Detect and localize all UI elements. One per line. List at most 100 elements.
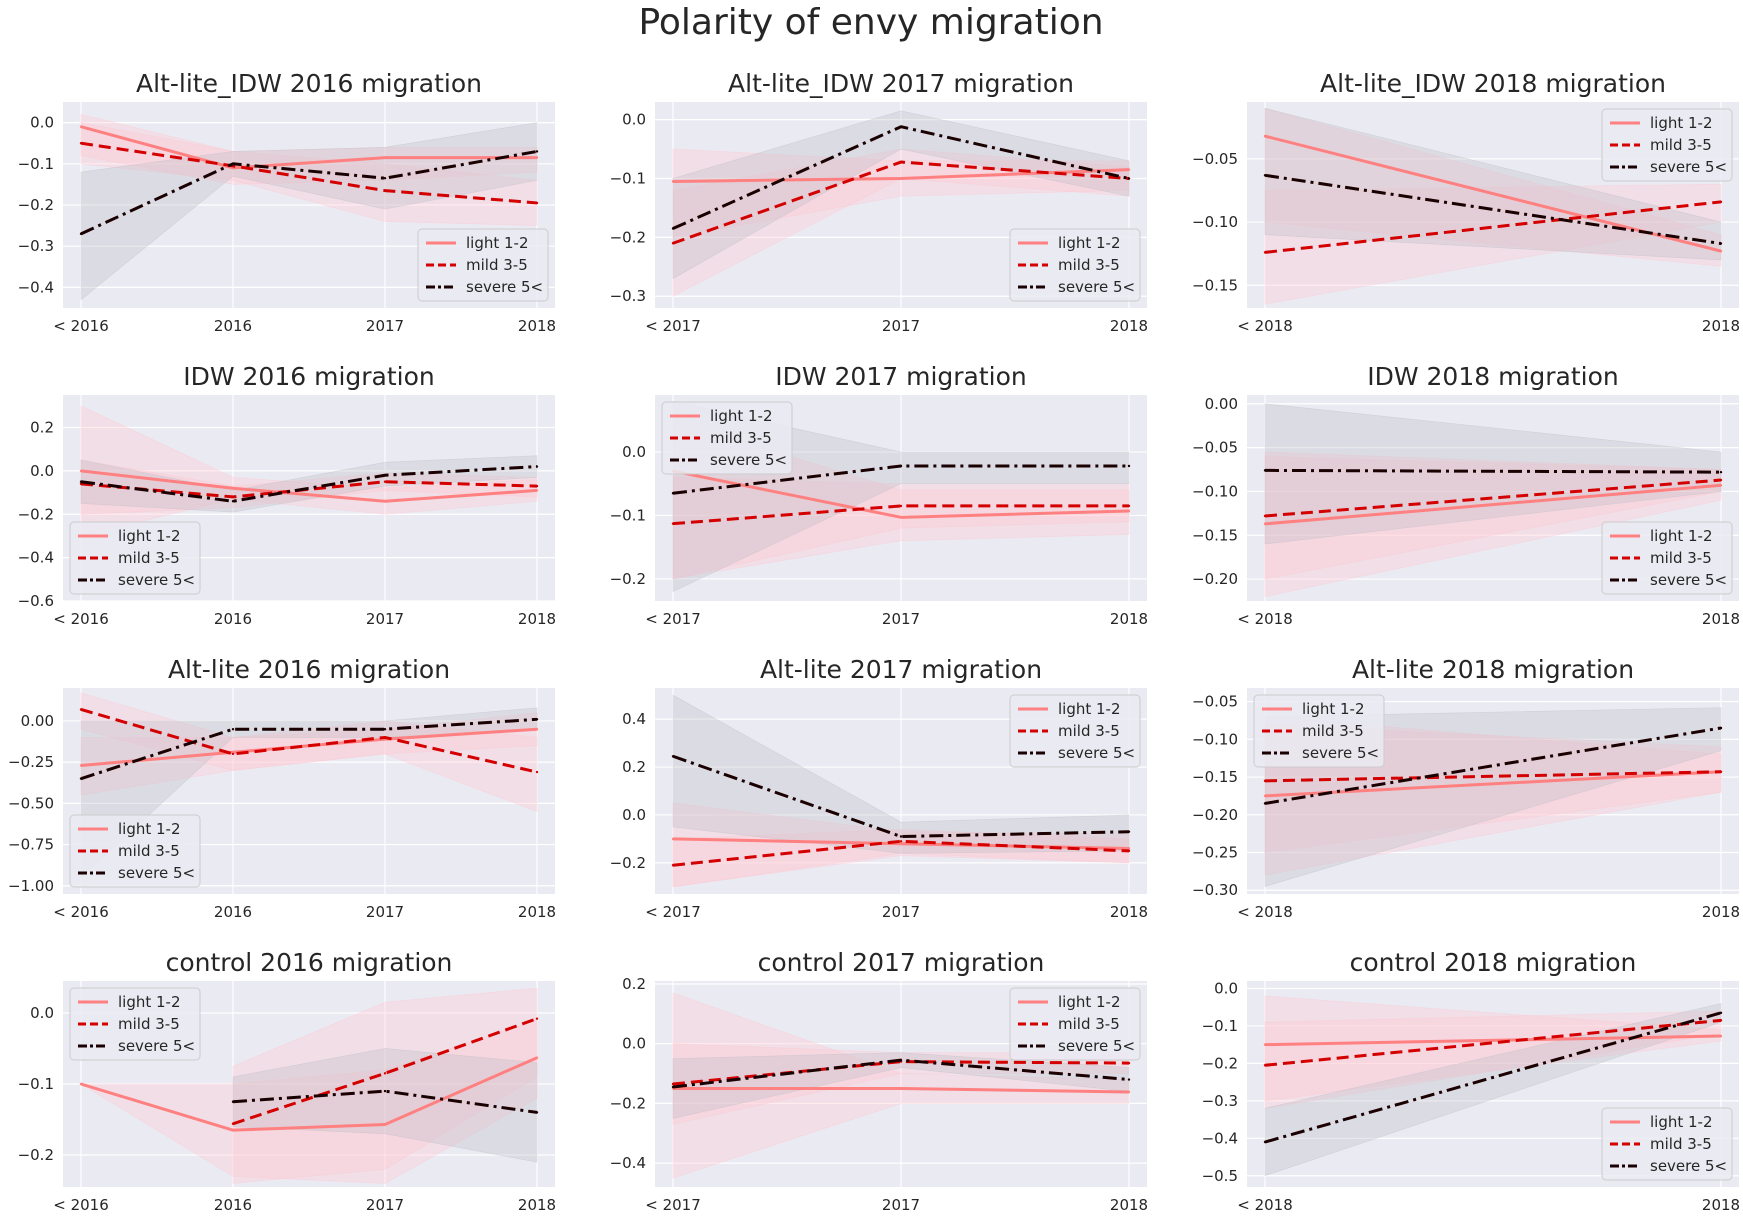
y-tick-label: −0.1 — [1202, 1017, 1238, 1035]
data-point — [231, 162, 235, 165]
legend: light 1-2 mild 3-5 severe 5< — [417, 228, 549, 302]
confidence-band — [80, 692, 538, 813]
data-point — [671, 837, 675, 841]
x-tick-label: 2018 — [518, 1196, 556, 1214]
series-line — [1264, 200, 1722, 254]
y-tick-label: −0.05 — [1192, 150, 1238, 168]
data-point — [79, 480, 83, 483]
y-tick-label: −0.50 — [8, 794, 54, 812]
series-line — [80, 125, 537, 170]
legend-label: light 1-2 — [118, 527, 181, 545]
chart-panel: −0.05 −0.10 −0.15 < 2018 2018 Alt-lite_IDW 20… — [1192, 69, 1740, 335]
legend-label: mild 3-5 — [1058, 256, 1120, 274]
y-tick-label: −0.3 — [610, 287, 646, 305]
legend-label: light 1-2 — [118, 820, 181, 838]
y-tick-label: 0.00 — [21, 712, 54, 730]
confidence-band — [1264, 403, 1722, 545]
data-point — [1263, 1043, 1267, 1046]
data-point — [383, 480, 387, 483]
x-tick-label: 2016 — [214, 903, 252, 921]
x-tick-label: 2017 — [366, 610, 404, 628]
x-tick-label: 2018 — [1110, 1196, 1148, 1214]
data-point — [79, 764, 83, 767]
legend-label: light 1-2 — [1058, 234, 1121, 252]
legend-box — [69, 521, 201, 595]
legend-label: light 1-2 — [1302, 700, 1365, 718]
x-tick-label: < 2017 — [645, 610, 701, 628]
chart-title: control 2016 migration — [166, 948, 453, 977]
chart-title: Alt-lite_IDW 2017 migration — [728, 69, 1074, 98]
chart-panel: 0.0 −0.1 −0.2 −0.3 < 2017 2017 2018 Alt-lite_ID… — [610, 69, 1149, 335]
y-tick-label: 0.2 — [622, 758, 646, 776]
legend-label: severe 5< — [1650, 1157, 1727, 1175]
legend: light 1-2 mild 3-5 severe 5< — [1601, 108, 1733, 182]
chart-title: Alt-lite_IDW 2018 migration — [1320, 69, 1666, 98]
data-point — [231, 1128, 235, 1132]
legend-label: mild 3-5 — [118, 842, 180, 860]
x-tick-label: 2017 — [366, 903, 404, 921]
series-line — [80, 480, 538, 499]
y-tick-label: 0.0 — [622, 806, 646, 824]
y-tick-label: −0.10 — [1192, 482, 1238, 500]
data-point — [1263, 1064, 1267, 1067]
panels: 0.0 −0.1 −0.2 −0.3 −0.4 < 2016 2016 2017 2018 Alt… — [8, 69, 1740, 1214]
data-point — [1127, 504, 1131, 508]
y-tick-label: −0.15 — [1192, 768, 1238, 786]
series-line — [672, 504, 1129, 526]
data-point — [671, 755, 675, 758]
x-tick-label: 2018 — [1110, 903, 1148, 921]
data-point — [79, 708, 83, 711]
chart-panel: 0.00 −0.25 −0.50 −0.75 −1.00 < 2016 2016 2017 20… — [8, 655, 556, 921]
data-point — [231, 728, 235, 731]
x-tick-label: 2018 — [1110, 610, 1148, 628]
y-tick-label: 0.0 — [30, 1004, 54, 1022]
series-line — [1264, 1011, 1722, 1144]
data-point — [899, 464, 903, 468]
legend: light 1-2 mild 3-5 severe 5< — [69, 521, 201, 595]
data-point — [1127, 509, 1131, 513]
legend: light 1-2 mild 3-5 severe 5< — [1009, 228, 1141, 302]
x-tick-label: 2017 — [882, 610, 920, 628]
y-tick-label: −0.10 — [1192, 213, 1238, 231]
data-point — [535, 201, 539, 205]
data-point — [383, 1072, 387, 1075]
y-tick-label: −0.30 — [1192, 881, 1238, 899]
confidence-band — [1264, 1010, 1722, 1109]
data-point — [231, 500, 235, 503]
data-point — [899, 1058, 903, 1062]
legend: light 1-2 mild 3-5 severe 5< — [661, 401, 793, 475]
legend-label: light 1-2 — [1058, 700, 1121, 718]
chart-title: Alt-lite 2018 migration — [1352, 655, 1634, 684]
data-point — [1263, 174, 1267, 177]
legend: light 1-2 mild 3-5 severe 5< — [1009, 694, 1141, 768]
data-point — [231, 1100, 235, 1103]
data-point — [1263, 469, 1267, 472]
data-point — [535, 465, 539, 468]
data-point — [535, 489, 539, 492]
legend-box — [661, 401, 793, 475]
data-point — [1719, 484, 1723, 487]
series-line — [1264, 726, 1722, 805]
legend-label: light 1-2 — [1650, 1113, 1713, 1131]
data-point — [671, 180, 675, 183]
x-tick-label: < 2018 — [1237, 317, 1293, 335]
chart-title: IDW 2017 migration — [775, 362, 1027, 391]
data-point — [1127, 1090, 1131, 1094]
x-tick-label: 2016 — [214, 1196, 252, 1214]
y-tick-label: −0.4 — [1202, 1129, 1238, 1147]
data-point — [535, 156, 539, 159]
chart-panel: 0.4 0.2 0.0 −0.2 < 2017 2017 2018 Alt-lite 2017… — [610, 655, 1149, 921]
legend-box — [1253, 694, 1385, 768]
data-point — [1127, 1061, 1131, 1065]
x-tick-label: < 2017 — [645, 1196, 701, 1214]
data-point — [1127, 177, 1131, 180]
data-point — [1263, 779, 1267, 783]
y-tick-label: −0.20 — [1192, 806, 1238, 824]
series-line — [80, 1056, 538, 1132]
data-point — [1263, 134, 1267, 138]
y-tick-label: −0.75 — [8, 836, 54, 854]
data-point — [1719, 770, 1723, 773]
y-tick-label: −0.2 — [1202, 1054, 1238, 1072]
series-line — [1264, 483, 1722, 526]
x-tick-label: 2016 — [214, 317, 252, 335]
